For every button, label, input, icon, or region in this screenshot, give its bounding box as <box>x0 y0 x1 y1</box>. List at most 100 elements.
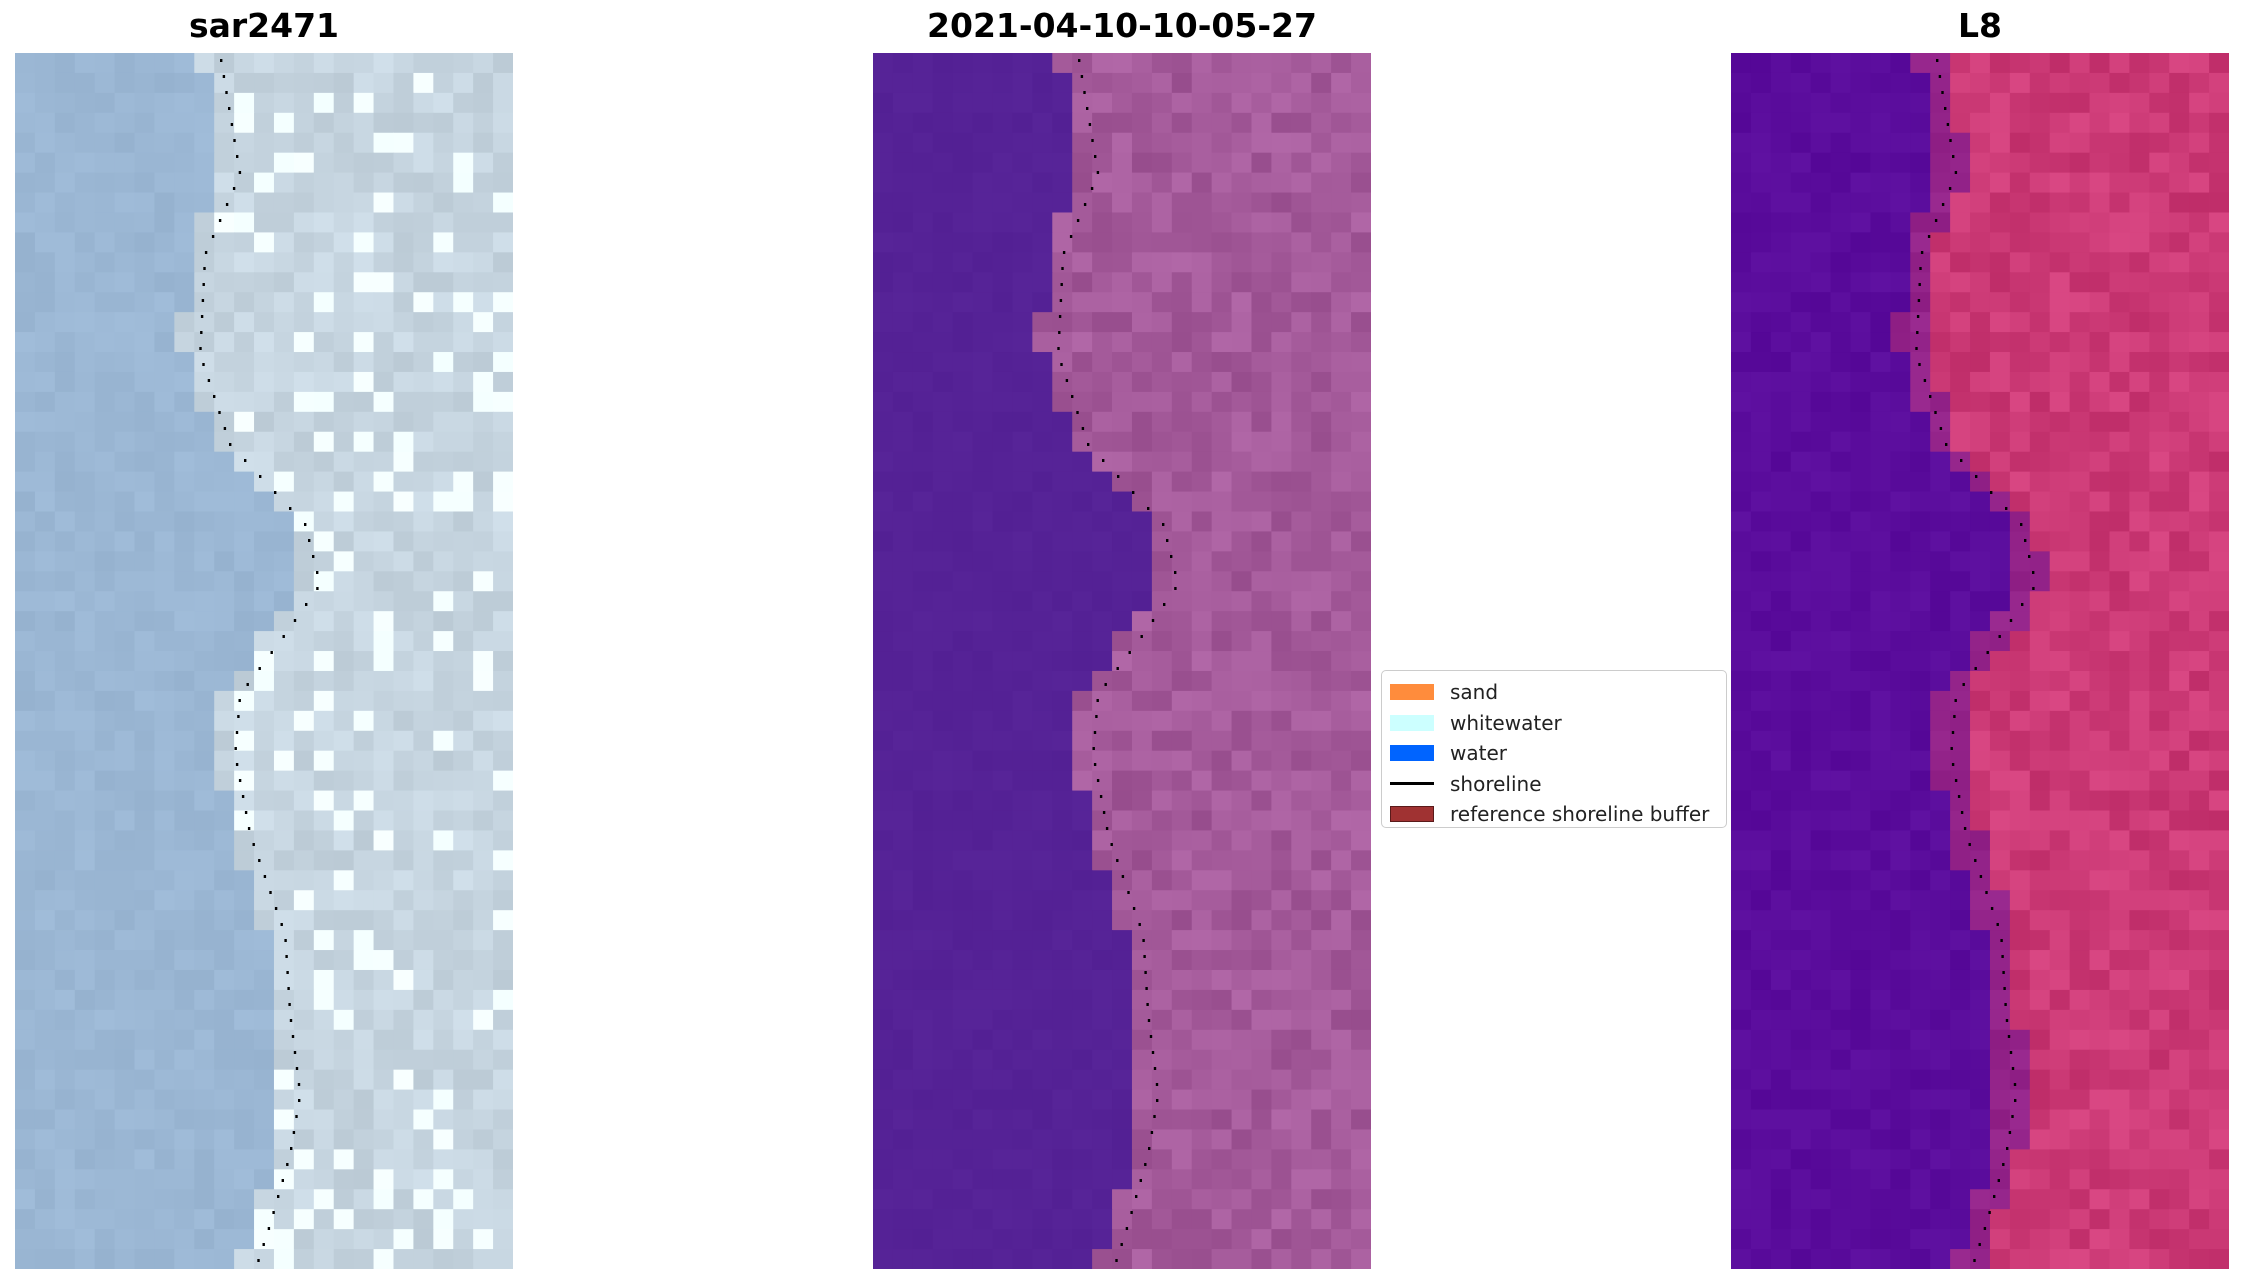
image-pixel <box>972 371 994 393</box>
image-pixel <box>2029 1029 2051 1051</box>
image-pixel <box>114 551 136 572</box>
image-pixel <box>1930 92 1951 114</box>
image-pixel <box>1810 1049 1832 1071</box>
image-pixel <box>2169 411 2190 433</box>
image-pixel <box>992 371 1014 393</box>
image-pixel <box>873 950 894 971</box>
image-pixel <box>453 1029 474 1051</box>
image-pixel <box>873 272 894 293</box>
image-pixel <box>473 112 494 134</box>
image-pixel <box>493 830 513 851</box>
image-pixel <box>1231 72 1253 94</box>
image-pixel <box>453 1109 474 1131</box>
image-pixel <box>273 471 295 493</box>
image-pixel <box>1271 730 1292 752</box>
image-pixel <box>1151 989 1173 1011</box>
image-pixel <box>2069 870 2091 891</box>
image-pixel <box>1131 531 1153 552</box>
image-pixel <box>1032 152 1053 174</box>
image-pixel <box>912 531 934 552</box>
image-pixel <box>2149 1069 2170 1091</box>
shoreline-dot <box>238 699 241 702</box>
image-pixel <box>453 670 474 692</box>
image-pixel <box>254 1069 275 1091</box>
image-pixel <box>353 850 375 871</box>
image-pixel <box>134 1209 156 1230</box>
image-pixel <box>234 1049 255 1071</box>
image-pixel <box>2009 571 2031 592</box>
image-pixel <box>1351 212 1371 234</box>
image-pixel <box>393 611 414 632</box>
image-pixel <box>1930 1069 1951 1091</box>
image-pixel <box>234 1069 255 1091</box>
image-pixel <box>1092 391 1113 413</box>
image-pixel <box>114 870 136 891</box>
image-pixel <box>1930 870 1951 891</box>
image-pixel <box>154 531 175 552</box>
image-pixel <box>992 511 1014 533</box>
image-pixel <box>2109 1089 2130 1111</box>
image-pixel <box>1331 770 1352 792</box>
shoreline-dot <box>2009 619 2013 622</box>
image-pixel <box>2149 1229 2170 1250</box>
image-pixel <box>1810 312 1832 333</box>
image-pixel <box>2109 431 2130 453</box>
image-pixel <box>1870 1209 1891 1230</box>
image-pixel <box>254 132 275 154</box>
image-pixel <box>1231 431 1253 453</box>
image-pixel <box>2189 491 2210 513</box>
mndwi-image-panel <box>1731 53 2229 1269</box>
image-pixel <box>972 690 994 712</box>
image-pixel <box>1231 850 1253 871</box>
image-pixel <box>2149 750 2170 772</box>
image-pixel <box>1351 690 1371 712</box>
image-pixel <box>1910 591 1931 612</box>
image-pixel <box>932 371 954 393</box>
shoreline-dot <box>2032 587 2035 590</box>
image-pixel <box>353 770 375 792</box>
image-pixel <box>1271 930 1292 951</box>
image-pixel <box>353 431 375 453</box>
image-pixel <box>873 750 894 772</box>
image-pixel <box>2169 930 2190 951</box>
image-pixel <box>1970 1209 1991 1230</box>
shoreline-dot <box>257 1259 260 1262</box>
image-pixel <box>2209 1209 2229 1230</box>
image-pixel <box>214 1009 235 1031</box>
image-pixel <box>353 790 375 812</box>
legend-item-sand: sand <box>1390 677 1718 708</box>
image-pixel <box>2189 1089 2210 1111</box>
image-pixel <box>2149 371 2170 393</box>
image-pixel <box>254 810 275 832</box>
image-pixel <box>2049 611 2071 632</box>
image-pixel <box>433 172 454 194</box>
image-pixel <box>1171 1029 1193 1051</box>
image-pixel <box>1072 471 1093 493</box>
image-pixel <box>1112 212 1133 234</box>
image-pixel <box>952 352 974 373</box>
image-pixel <box>1072 1009 1093 1031</box>
image-pixel <box>54 930 76 951</box>
image-pixel <box>932 1109 954 1131</box>
shoreline-dot <box>1957 795 1961 798</box>
image-pixel <box>2189 1069 2210 1091</box>
image-pixel <box>912 172 934 194</box>
image-pixel <box>992 950 1014 971</box>
image-pixel <box>1810 1229 1832 1250</box>
image-pixel <box>1092 571 1113 592</box>
image-pixel <box>1211 471 1233 493</box>
image-pixel <box>453 551 474 572</box>
image-pixel <box>1950 670 1971 692</box>
shoreline-dot <box>1163 603 1166 606</box>
image-pixel <box>1032 1189 1053 1210</box>
image-pixel <box>2169 312 2190 333</box>
image-pixel <box>1750 1249 1772 1269</box>
image-pixel <box>293 92 315 114</box>
image-pixel <box>1112 172 1133 194</box>
image-pixel <box>1032 451 1053 473</box>
image-pixel <box>1790 930 1812 951</box>
image-pixel <box>1910 1169 1931 1190</box>
image-pixel <box>473 830 494 851</box>
image-pixel <box>214 551 235 572</box>
image-pixel <box>1850 551 1872 572</box>
